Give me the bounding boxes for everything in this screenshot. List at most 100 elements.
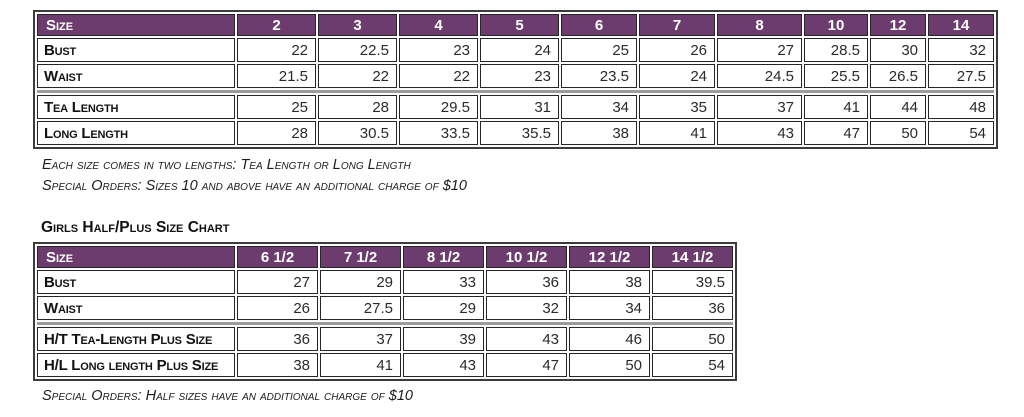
measurement-cell: 25	[237, 95, 316, 119]
measurement-cell: 29	[403, 296, 484, 320]
row-label: Waist	[37, 64, 235, 88]
size-column-header-cell: 7	[639, 14, 715, 36]
measurement-cell: 22	[399, 64, 478, 88]
measurement-cell: 27.5	[320, 296, 401, 320]
note-special-orders-sizes: Special Orders: Sizes 10 and above have …	[42, 178, 467, 194]
measurement-cell: 21.5	[237, 64, 316, 88]
measurement-cell: 22.5	[318, 38, 397, 62]
row-label: Tea Length	[37, 95, 235, 119]
size-row-header-cell: Size	[37, 246, 235, 268]
measurement-cell: 43	[717, 121, 802, 145]
table-row: Bust 22 22.5 23 24 25 26 27 28.5 30 32	[37, 38, 994, 62]
measurement-cell: 41	[320, 353, 401, 377]
measurement-cell: 41	[639, 121, 715, 145]
measurement-cell: 36	[652, 296, 733, 320]
measurement-cell: 34	[569, 296, 650, 320]
measurement-cell: 38	[569, 270, 650, 294]
measurement-cell: 25.5	[804, 64, 868, 88]
measurement-cell: 43	[403, 353, 484, 377]
measurement-cell: 32	[928, 38, 994, 62]
measurement-cell: 27	[237, 270, 318, 294]
measurement-cell: 38	[561, 121, 637, 145]
measurement-cell: 35	[639, 95, 715, 119]
size-column-header-cell: 4	[399, 14, 478, 36]
size-column-header-cell: 6 1/2	[237, 246, 318, 268]
measurement-cell: 50	[569, 353, 650, 377]
row-group-divider	[37, 322, 733, 325]
table-row: H/T Tea-Length Plus Size 36 37 39 43 46 50	[37, 327, 733, 351]
measurement-cell: 41	[804, 95, 868, 119]
size-column-header-cell: 12 1/2	[569, 246, 650, 268]
measurement-cell: 29	[320, 270, 401, 294]
measurement-cell: 47	[486, 353, 567, 377]
table-row: Tea Length 25 28 29.5 31 34 35 37 41 44 48	[37, 95, 994, 119]
table-row: Bust 27 29 33 36 38 39.5	[37, 270, 733, 294]
size-column-header-cell: 7 1/2	[320, 246, 401, 268]
measurement-cell: 22	[318, 64, 397, 88]
measurement-cell: 35.5	[480, 121, 559, 145]
size-row-header-cell: Size	[37, 14, 235, 36]
measurement-cell: 28	[318, 95, 397, 119]
measurement-cell: 23	[399, 38, 478, 62]
size-column-header-cell: 10 1/2	[486, 246, 567, 268]
girls-half-plus-size-chart-table: Size 6 1/2 7 1/2 8 1/2 10 1/2 12 1/2 14 1/2 Bu…	[33, 242, 737, 381]
size-column-header-cell: 12	[870, 14, 926, 36]
measurement-cell: 38	[237, 353, 318, 377]
measurement-cell: 27.5	[928, 64, 994, 88]
header-row: Size 2 3 4 5 6 7 8 10 12 14	[37, 14, 994, 36]
row-label: H/T Tea-Length Plus Size	[37, 327, 235, 351]
measurement-cell: 25	[561, 38, 637, 62]
measurement-cell: 39.5	[652, 270, 733, 294]
note-two-lengths: Each size comes in two lengths: Tea Leng…	[42, 157, 411, 173]
measurement-cell: 29.5	[399, 95, 478, 119]
row-group-divider-bar	[37, 322, 733, 325]
table-row: Waist 21.5 22 22 23 23.5 24 24.5 25.5 26.5 27.5	[37, 64, 994, 88]
measurement-cell: 33	[403, 270, 484, 294]
size-column-header-cell: 5	[480, 14, 559, 36]
measurement-cell: 27	[717, 38, 802, 62]
row-label: H/L Long length Plus Size	[37, 353, 235, 377]
measurement-cell: 23.5	[561, 64, 637, 88]
measurement-cell: 31	[480, 95, 559, 119]
size-column-header-cell: 8	[717, 14, 802, 36]
measurement-cell: 50	[652, 327, 733, 351]
measurement-cell: 34	[561, 95, 637, 119]
size-column-header-cell: 3	[318, 14, 397, 36]
measurement-cell: 54	[928, 121, 994, 145]
measurement-cell: 30	[870, 38, 926, 62]
measurement-cell: 43	[486, 327, 567, 351]
measurement-cell: 30.5	[318, 121, 397, 145]
measurement-cell: 28	[237, 121, 316, 145]
size-column-header-cell: 8 1/2	[403, 246, 484, 268]
measurement-cell: 37	[320, 327, 401, 351]
note-special-orders-half: Special Orders: Half sizes have an addit…	[42, 388, 413, 404]
measurement-cell: 48	[928, 95, 994, 119]
table-row: Waist 26 27.5 29 32 34 36	[37, 296, 733, 320]
row-label: Long Length	[37, 121, 235, 145]
measurement-cell: 36	[237, 327, 318, 351]
half-plus-chart-title: Girls Half/Plus Size Chart	[41, 219, 230, 236]
measurement-cell: 36	[486, 270, 567, 294]
measurement-cell: 24.5	[717, 64, 802, 88]
measurement-cell: 26	[639, 38, 715, 62]
header-row: Size 6 1/2 7 1/2 8 1/2 10 1/2 12 1/2 14 1/2	[37, 246, 733, 268]
size-column-header-cell: 10	[804, 14, 868, 36]
size-chart-document: Size 2 3 4 5 6 7 8 10 12 14 Bust 22 22.5 23 24 25 26 27 28…	[0, 10, 1024, 417]
measurement-cell: 24	[639, 64, 715, 88]
measurement-cell: 50	[870, 121, 926, 145]
measurement-cell: 39	[403, 327, 484, 351]
table-row: Long Length 28 30.5 33.5 35.5 38 41 43 47 50 54	[37, 121, 994, 145]
measurement-cell: 22	[237, 38, 316, 62]
row-label: Bust	[37, 38, 235, 62]
row-label: Waist	[37, 296, 235, 320]
measurement-cell: 26	[237, 296, 318, 320]
measurement-cell: 54	[652, 353, 733, 377]
measurement-cell: 47	[804, 121, 868, 145]
size-column-header-cell: 6	[561, 14, 637, 36]
measurement-cell: 23	[480, 64, 559, 88]
table-row: H/L Long length Plus Size 38 41 43 47 50 54	[37, 353, 733, 377]
girls-size-chart-table: Size 2 3 4 5 6 7 8 10 12 14 Bust 22 22.5 23 24 25 26 27 28…	[33, 10, 998, 149]
measurement-cell: 28.5	[804, 38, 868, 62]
measurement-cell: 26.5	[870, 64, 926, 88]
row-label: Bust	[37, 270, 235, 294]
